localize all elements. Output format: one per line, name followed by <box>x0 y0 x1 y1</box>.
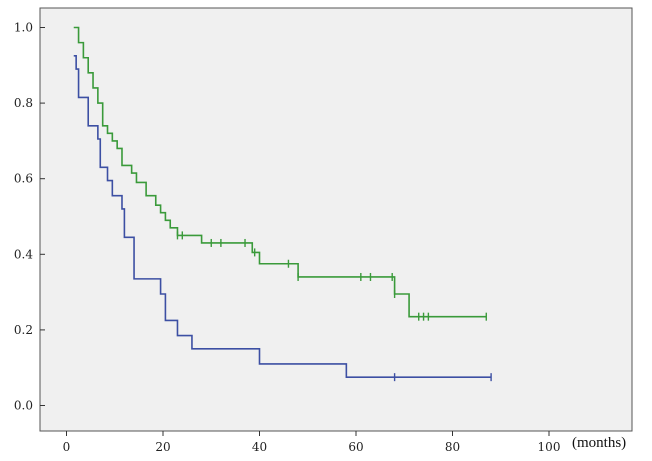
y-tick-label: 0.4 <box>14 247 33 261</box>
x-tick-label: 60 <box>348 440 363 454</box>
survival-curve-1 <box>73 26 487 318</box>
y-tick-label: 0.0 <box>14 399 33 413</box>
survival-curve-2 <box>73 55 492 378</box>
y-tick-label: 1.0 <box>14 21 33 35</box>
x-tick-label: 100 <box>538 440 561 454</box>
x-axis-unit-label: (months) <box>572 435 626 451</box>
plot-background <box>39 7 633 432</box>
series-layer <box>73 26 492 382</box>
series-2 <box>73 55 492 382</box>
y-tick-label: 0.6 <box>14 172 33 186</box>
y-tick-label: 0.2 <box>14 323 33 337</box>
x-tick-label: 0 <box>63 440 71 454</box>
x-tick-label: 40 <box>252 440 267 454</box>
x-tick-label: 20 <box>155 440 170 454</box>
y-axis: 0.0 0.2 0.4 0.6 0.8 1.0 <box>14 21 45 413</box>
series-1 <box>73 26 487 321</box>
x-tick-label: 80 <box>445 440 460 454</box>
y-tick-label: 0.8 <box>14 96 33 110</box>
x-axis: 0 20 40 60 80 100 <box>63 431 561 454</box>
